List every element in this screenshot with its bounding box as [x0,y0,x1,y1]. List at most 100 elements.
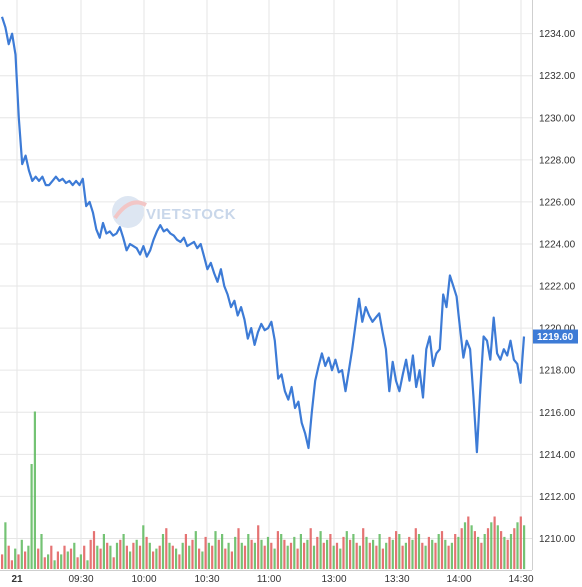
volume-bar [96,545,99,569]
volume-bar [79,554,82,569]
volume-bar [132,542,135,570]
volume-bar [480,542,483,570]
y-tick-label: 1234.00 [539,29,576,40]
volume-bar [283,539,286,569]
volume-bar [175,548,178,569]
y-tick-label: 1210.00 [539,534,576,545]
y-tick-label: 1224.00 [539,239,576,250]
x-tick-label: 10:30 [194,574,219,585]
volume-bar [24,551,27,569]
volume-bar [37,548,40,569]
volume-bar [7,545,10,569]
volume-bar [56,551,59,569]
volume-bar [414,528,417,569]
volume-bar [381,548,384,569]
volume-bar [129,551,132,569]
volume-bar [47,554,50,569]
volume-bar [237,528,240,569]
volume-bar [211,545,214,569]
x-tick-label: 14:00 [446,574,471,585]
volume-bar [388,536,391,569]
grid [0,0,532,570]
volume-bar [306,539,309,569]
volume-bar [270,542,273,570]
volume-bar [53,560,56,570]
volume-bar [447,545,450,569]
volume-bar [329,534,332,569]
y-tick-label: 1220.00 [539,324,576,335]
volume-bar [467,516,470,569]
volume-bar [214,531,217,569]
volume-bar [365,536,368,569]
volume-bar [86,560,89,570]
volume-bar [40,534,43,569]
volume-bar [148,542,151,570]
volume-bar [17,554,20,569]
price-series-line [0,16,526,454]
volume-bar [523,525,526,570]
volume-bar [391,539,394,569]
volume-bar [4,522,7,569]
volume-bar [247,534,250,569]
volume-bar [444,539,447,569]
volume-bar [473,531,476,569]
volume-bar [201,551,204,569]
volume-bar [198,548,201,569]
volume-bar [109,545,112,569]
volume-bar [260,539,263,569]
volume-bar [119,539,122,569]
watermark-logo: VIETSTOCK [112,196,236,228]
volume-bar [421,542,424,570]
volume-bar [434,542,437,570]
volume-bar [299,534,302,569]
volume-bar [286,545,289,569]
y-tick-label: 1226.00 [539,197,576,208]
volume-bar [194,531,197,569]
volume-bar [27,545,30,569]
volume-bar [309,528,312,569]
volume-bar [227,542,230,570]
volume-bars [1,411,526,570]
volume-bar [99,548,102,569]
volume-bar [483,534,486,569]
volume-bar [296,548,299,569]
volume-bar [168,542,171,570]
volume-bar [424,545,427,569]
volume-bar [401,545,404,569]
volume-bar [204,536,207,569]
price-line [0,16,526,454]
volume-bar [431,539,434,569]
volume-bar [355,542,358,570]
volume-bar [457,536,460,569]
volume-bar [266,536,270,569]
volume-bar [516,522,519,569]
volume-bar [506,539,509,569]
x-tick-label: 11:00 [257,574,282,585]
volume-bar [224,548,227,569]
volume-bar [115,542,119,570]
volume-bar [263,545,266,569]
volume-bar [358,545,361,569]
volume-bar [326,539,329,569]
last-price-badge [533,329,578,344]
volume-bar [312,545,316,569]
volume-bar [73,542,76,570]
volume-bar [345,531,348,569]
volume-bar [339,548,342,569]
volume-bar [158,545,161,569]
volume-bar [102,534,105,569]
volume-bar [92,531,96,569]
volume-bar [385,542,388,570]
x-tick-label: 10:00 [131,574,156,585]
volume-bar [112,557,115,569]
x-tick-label: 09:30 [68,574,93,585]
volume-bar [155,548,158,569]
volume-bar [188,545,191,569]
volume-bar [20,539,23,569]
volume-bar [408,536,411,569]
volume-bar [138,545,142,569]
volume-bar [171,545,174,569]
volume-bar [14,548,17,569]
volume-bar [76,557,79,569]
